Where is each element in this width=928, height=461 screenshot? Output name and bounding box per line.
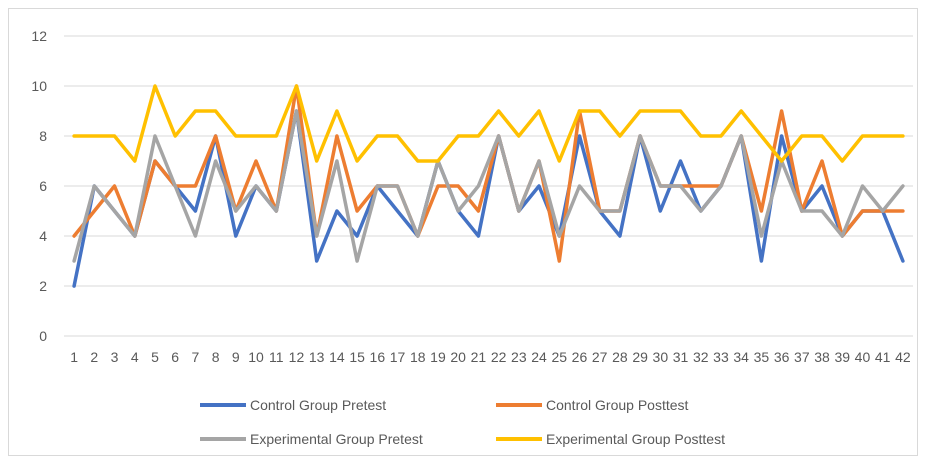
- x-tick-label: 38: [814, 349, 830, 365]
- series-line-2: [72, 84, 905, 263]
- x-tick-label: 33: [713, 349, 729, 365]
- x-tick-label: 34: [733, 349, 749, 365]
- x-tick-label: 23: [511, 349, 527, 365]
- x-tick-label: 32: [693, 349, 709, 365]
- series-line-4: [72, 84, 905, 163]
- x-tick-label: 21: [471, 349, 487, 365]
- x-tick-label: 10: [248, 349, 264, 365]
- x-tick-label: 31: [673, 349, 689, 365]
- x-tick-label: 20: [450, 349, 466, 365]
- x-tick-label: 36: [774, 349, 790, 365]
- x-tick-label: 2: [90, 349, 98, 365]
- x-tick-label: 6: [171, 349, 179, 365]
- x-tick-label: 37: [794, 349, 810, 365]
- x-tick-label: 26: [572, 349, 588, 365]
- x-tick-label: 5: [151, 349, 159, 365]
- x-tick-label: 15: [349, 349, 365, 365]
- y-tick-label: 12: [31, 28, 47, 44]
- y-tick-label: 8: [39, 128, 47, 144]
- x-tick-label: 28: [612, 349, 628, 365]
- x-tick-label: 27: [592, 349, 608, 365]
- x-axis-ticks: 1 2 3 4 5 6 7 8 9 10 11 12 13 14 15 16 17 18 19 20 21 22 23 24 2…: [70, 349, 911, 365]
- legend-item: Experimental Group Posttest: [496, 431, 725, 447]
- y-tick-label: 0: [39, 328, 47, 344]
- legend-item: Experimental Group Pretest: [200, 431, 423, 447]
- x-tick-label: 22: [491, 349, 507, 365]
- legend: Control Group Pretest Control Group Postt…: [200, 397, 725, 447]
- legend-item: Control Group Pretest: [200, 397, 386, 413]
- x-tick-label: 13: [309, 349, 325, 365]
- x-tick-label: 40: [855, 349, 871, 365]
- legend-label: Control Group Pretest: [250, 397, 386, 413]
- legend-label: Control Group Posttest: [546, 397, 689, 413]
- legend-label: Experimental Group Pretest: [250, 431, 423, 447]
- x-tick-label: 1: [70, 349, 78, 365]
- x-tick-label: 39: [834, 349, 850, 365]
- x-tick-label: 11: [269, 349, 284, 365]
- x-tick-label: 24: [531, 349, 547, 365]
- x-tick-label: 14: [329, 349, 345, 365]
- x-tick-label: 3: [111, 349, 119, 365]
- legend-item: Control Group Posttest: [496, 397, 689, 413]
- x-tick-label: 9: [232, 349, 240, 365]
- x-tick-label: 7: [191, 349, 199, 365]
- x-tick-label: 19: [430, 349, 446, 365]
- y-tick-label: 6: [39, 178, 47, 194]
- x-tick-label: 42: [895, 349, 911, 365]
- y-tick-label: 4: [39, 228, 47, 244]
- series-line-1: [72, 109, 905, 288]
- x-tick-label: 12: [289, 349, 305, 365]
- x-tick-label: 16: [370, 349, 386, 365]
- x-tick-label: 18: [410, 349, 426, 365]
- x-tick-label: 4: [131, 349, 139, 365]
- x-tick-label: 30: [653, 349, 669, 365]
- x-tick-label: 41: [875, 349, 891, 365]
- series-lines: [72, 84, 905, 288]
- x-tick-label: 29: [632, 349, 648, 365]
- x-tick-label: 25: [551, 349, 567, 365]
- series-line-3: [72, 109, 905, 263]
- y-tick-label: 2: [39, 278, 47, 294]
- gridlines: [64, 35, 913, 337]
- y-tick-label: 10: [31, 78, 47, 94]
- x-tick-label: 17: [390, 349, 406, 365]
- x-tick-label: 35: [754, 349, 770, 365]
- legend-label: Experimental Group Posttest: [546, 431, 725, 447]
- x-tick-label: 8: [212, 349, 220, 365]
- y-axis-ticks: 0 2 4 6 8 10 12: [31, 28, 47, 344]
